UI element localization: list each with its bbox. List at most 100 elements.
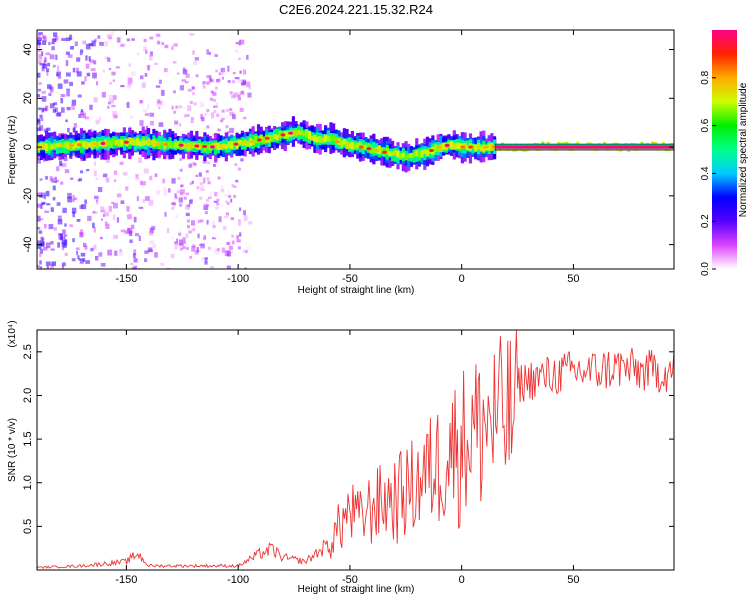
noise-cell: [239, 70, 242, 74]
noise-cell: [243, 215, 248, 222]
noise-cell: [203, 237, 207, 241]
noise-cell: [71, 207, 77, 214]
ridge-cell: [243, 139, 247, 146]
noise-cell: [166, 154, 170, 159]
noise-cell: [120, 200, 125, 204]
ridge-cell: [294, 128, 298, 137]
ridge-cell: [192, 142, 196, 149]
noise-cell: [37, 203, 43, 208]
colorbar-tick-label: 0.2: [700, 214, 711, 228]
noise-cell: [248, 221, 253, 225]
noise-cell: [67, 196, 72, 203]
ridge-cell: [412, 151, 416, 157]
noise-cell: [104, 56, 109, 60]
ridge-cell: [98, 140, 102, 146]
noise-cell: [180, 81, 184, 85]
ridge-peak: [256, 138, 262, 142]
noise-cell: [84, 76, 87, 82]
noise-cell: [182, 69, 188, 75]
noise-cell: [45, 261, 51, 266]
x-tick-label: -100: [227, 574, 249, 586]
noise-cell: [162, 178, 166, 184]
noise-cell: [226, 201, 230, 205]
ridge-cell: [479, 145, 483, 151]
noise-cell: [154, 252, 158, 258]
noise-cell: [114, 179, 117, 182]
ridge-cell: [259, 135, 263, 143]
noise-cell: [175, 105, 179, 109]
noise-cell: [231, 80, 235, 84]
noise-cell: [113, 234, 118, 239]
noise-cell: [88, 56, 91, 62]
noise-cell: [212, 225, 216, 229]
colorbar-tick-label: 0.8: [700, 70, 711, 84]
ridge-peak: [483, 145, 489, 149]
x-tick-label: -150: [115, 273, 137, 285]
ridge-peak: [76, 143, 82, 147]
ridge-peak: [209, 145, 215, 149]
noise-cell: [98, 252, 103, 257]
noise-cell: [143, 168, 149, 174]
noise-cell: [122, 172, 128, 176]
noise-cell: [247, 92, 252, 98]
ridge-cell: [136, 138, 140, 146]
noise-cell: [37, 155, 40, 160]
noise-cell: [157, 40, 161, 45]
noise-cell: [223, 216, 229, 219]
noise-cell: [206, 177, 210, 181]
noise-cell: [196, 186, 200, 190]
noise-cell: [133, 258, 138, 263]
noise-cell: [209, 75, 212, 79]
noise-cell: [189, 198, 193, 202]
noise-cell: [186, 225, 190, 229]
noise-cell: [102, 69, 106, 73]
noise-cell: [133, 173, 137, 177]
noise-cell: [99, 236, 103, 240]
noise-cell: [37, 119, 41, 125]
ridge-cell: [197, 142, 202, 150]
noise-cell: [127, 169, 131, 174]
noise-cell: [79, 49, 84, 54]
noise-cell: [170, 253, 175, 259]
noise-cell: [207, 246, 211, 250]
noise-cell: [108, 67, 112, 71]
noise-cell: [123, 43, 128, 50]
noise-cell: [139, 120, 144, 126]
noise-cell: [239, 39, 245, 45]
noise-cell: [149, 227, 154, 234]
x-tick-label: 50: [567, 574, 579, 586]
noise-cell: [172, 90, 176, 94]
noise-cell: [179, 85, 185, 91]
noise-cell: [45, 52, 51, 56]
ridge-peak: [335, 140, 341, 144]
noise-cell: [93, 170, 97, 177]
noise-cell: [113, 265, 118, 269]
noise-cell: [92, 222, 95, 228]
noise-cell: [98, 116, 102, 123]
ridge-cell: [42, 142, 46, 150]
noise-cell: [171, 46, 174, 51]
noise-cell: [221, 109, 225, 113]
noise-cell: [52, 64, 56, 68]
noise-cell: [195, 174, 198, 177]
noise-cell: [226, 212, 230, 216]
noise-cell: [194, 57, 199, 61]
ridge-cell: [286, 131, 290, 139]
noise-cell: [179, 203, 183, 207]
noise-cell: [226, 241, 230, 245]
ridge-peak: [92, 142, 98, 146]
noise-cell: [232, 240, 235, 245]
noise-cell: [154, 62, 158, 65]
noise-cell: [136, 196, 140, 201]
noise-cell: [218, 155, 223, 159]
noise-cell: [108, 205, 113, 212]
x-tick-label: -100: [227, 273, 249, 285]
snr-y-axis-label: SNR (10 * v/v): [7, 418, 18, 482]
noise-cell: [73, 123, 78, 128]
noise-cell: [93, 244, 97, 251]
ridge-cell: [133, 139, 137, 146]
noise-cell: [138, 235, 141, 242]
ridge-cell: [106, 140, 110, 146]
noise-cell: [233, 92, 239, 98]
noise-cell: [38, 218, 43, 221]
